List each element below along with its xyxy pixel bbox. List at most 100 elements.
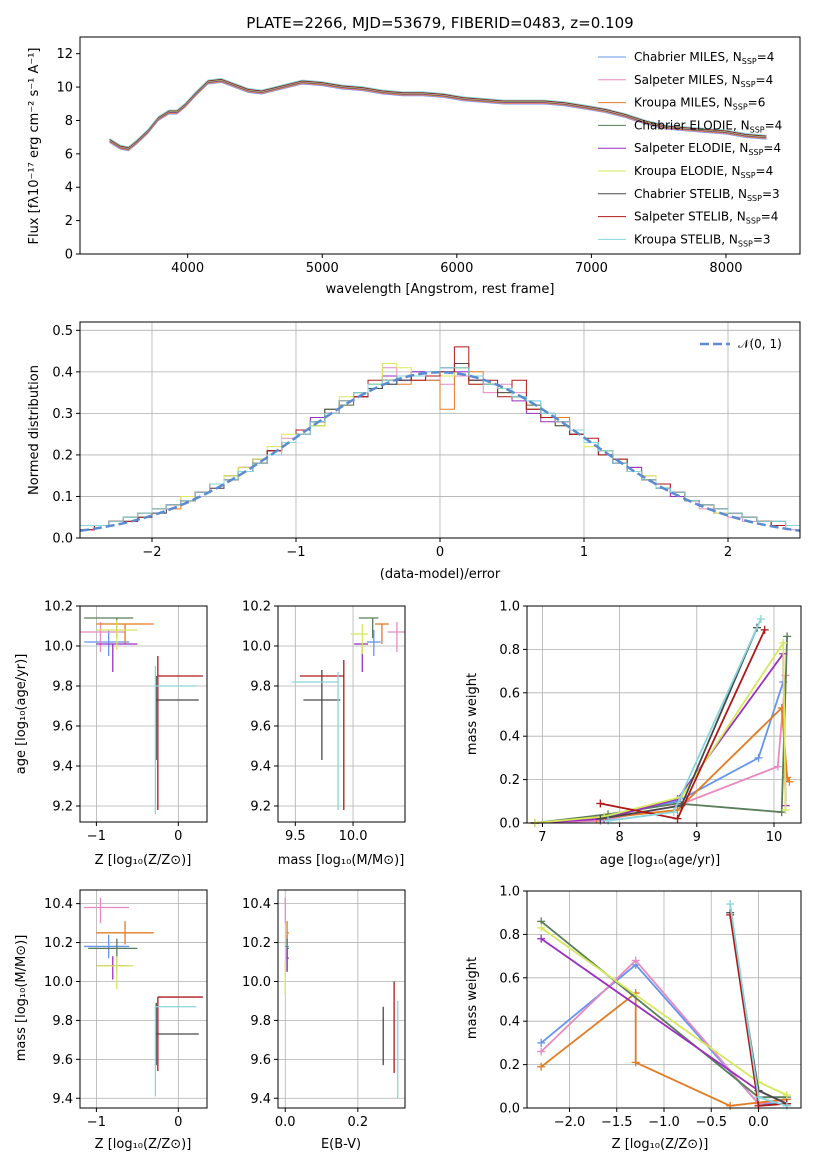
y-tick-label: 0.8 [499,643,520,658]
w-Z-ylabel: mass weight [465,957,480,1039]
weight-marker [726,1101,735,1110]
weight-marker [754,1093,763,1102]
normal-curve [80,371,800,532]
y-tick-label: 10.0 [44,975,73,990]
weight-marker [631,1058,640,1067]
weight-marker [726,910,735,919]
weight-marker [785,777,794,786]
x-tick-label: 1 [580,545,588,560]
y-tick-label: 0 [65,248,73,263]
x-tick-label: 0.2 [347,1115,368,1130]
spectrum-ylabel: Flux [fλ10⁻¹⁷ erg cm⁻² s⁻¹ A⁻¹] [27,48,42,245]
y-tick-label: 9.4 [52,1092,73,1107]
weight-marker [537,1062,546,1071]
x-tick-label: −0.5 [695,1115,727,1130]
model-spectrum-line [109,81,767,151]
mass-weight-line [540,963,787,1105]
weight-marker [781,805,790,814]
spectrum-panel: PLATE=2266, MJD=53679, FIBERID=0483, z=0… [27,14,801,297]
y-tick-label: 0.2 [499,1058,520,1073]
legend-entry: Salpeter STELIB, NSSP=4 [634,210,778,226]
y-tick-label: 10.2 [242,600,271,615]
x-tick-label: 4000 [171,261,204,276]
axes-frame [79,605,208,823]
y-tick-label: 9.8 [52,680,73,695]
weight-marker [537,1038,546,1047]
y-tick-label: 9.6 [52,1053,73,1068]
y-tick-label: 1.0 [499,600,520,615]
mass-weight-line [534,639,787,824]
model-spectrum-line [109,79,767,150]
mass-vs-metallicity-panel: −1 0 9.4 9.6 9.8 10.0 10.2 10.4 Z [log₁₀(Z/Z⊙)]… [14,889,208,1152]
y-tick-label: 10.2 [44,600,73,615]
y-tick-label: 9.8 [52,1014,73,1029]
y-tick-label: 0.3 [52,407,73,422]
y-tick-label: 9.6 [52,720,73,735]
y-tick-label: 9.8 [250,680,271,695]
weight-marker [669,808,678,817]
y-tick-label: 10.2 [44,936,73,951]
x-tick-label: −1 [286,545,305,560]
mass-Z-xlabel: Z [log₁₀(Z/Z⊙)] [95,1137,192,1152]
y-tick-label: 6 [65,147,73,162]
x-tick-label: 10.0 [339,829,368,844]
weight-marker [773,762,782,771]
weight-vs-metallicity-panel: −2.0 −1.5 −1.0 −0.5 0.0 0.0 0.2 0.4 0.6 0.8 1.0 Z … [465,885,802,1152]
x-tick-label: 0 [174,829,182,844]
model-spectrum-line [109,78,767,148]
age-Z-xlabel: Z [log₁₀(Z/Z⊙)] [95,853,192,868]
weight-marker [756,615,765,624]
w-Z-xlabel: Z [log₁₀(Z/Z⊙)] [612,1137,709,1152]
y-tick-label: 0.4 [52,365,73,380]
y-tick-label: 0.0 [499,817,520,832]
age-mass-xlabel: mass [log₁₀(M/M⊙)] [278,853,405,868]
legend-entry: Kroupa MILES, NSSP=6 [634,96,765,112]
weight-marker [673,814,682,823]
y-tick-label: 0.6 [499,971,520,986]
observed-spectrum-line [109,79,767,150]
y-tick-label: 10.0 [242,640,271,655]
weight-marker [754,753,763,762]
mass-weight-line [534,650,787,824]
mass-ebv-xlabel: E(B-V) [321,1137,361,1152]
axes-frame [526,890,802,1109]
x-tick-label: 0 [174,1115,182,1130]
y-tick-label: 10.4 [44,897,73,912]
y-tick-label: 9.6 [250,720,271,735]
x-tick-label: 5000 [306,261,339,276]
legend-entry: Chabrier STELIB, NSSP=3 [634,187,780,203]
w-age-xlabel: age [log₁₀(age/yr)] [600,853,721,868]
weight-marker [537,923,546,932]
legend-entry: Kroupa ELODIE, NSSP=4 [634,164,773,180]
x-tick-label: −1 [87,829,106,844]
x-tick-label: 0 [436,545,444,560]
y-tick-label: 9.4 [250,1092,271,1107]
model-spectrum-line [109,80,767,150]
x-tick-label: 7 [538,830,546,845]
axes-frame [79,889,208,1109]
mass-vs-extinction-panel: 0.0 0.2 9.4 9.6 9.8 10.0 10.2 10.4 E(B-V) [242,889,406,1152]
x-tick-label: −1.5 [601,1115,633,1130]
y-tick-label: 10.2 [242,936,271,951]
y-tick-label: 0.8 [499,928,520,943]
x-tick-label: 8000 [709,261,742,276]
residuals-ylabel: Normed distribution [27,365,42,495]
y-tick-label: 2 [65,214,73,229]
model-spectrum-line [109,78,767,149]
x-tick-label: 9.5 [285,829,306,844]
weight-marker [726,900,735,909]
y-tick-label: 0.1 [52,490,73,505]
x-tick-label: −1.0 [648,1115,680,1130]
x-tick-label: 2 [724,545,732,560]
age-Z-ylabel: age [log₁₀(age/yr)] [14,654,29,775]
weight-marker [537,934,546,943]
y-tick-label: 0.0 [499,1102,520,1117]
y-tick-label: 0.6 [499,686,520,701]
legend-entry: Kroupa STELIB, NSSP=3 [634,232,771,248]
model-spectrum-line [109,77,767,148]
spectrum-xlabel: wavelength [Angstrom, rest frame] [326,282,555,297]
residuals-xlabel: (data-model)/error [380,567,501,582]
model-spectrum-line [109,79,767,149]
weight-marker [596,799,605,808]
weight-marker [631,956,640,965]
